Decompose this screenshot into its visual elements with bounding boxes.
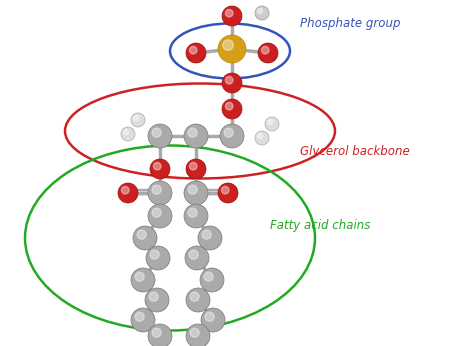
Circle shape	[122, 186, 129, 194]
Circle shape	[225, 102, 233, 110]
Circle shape	[218, 183, 238, 203]
Circle shape	[135, 272, 144, 281]
Circle shape	[202, 230, 211, 239]
Circle shape	[221, 186, 229, 194]
Circle shape	[153, 162, 161, 170]
Circle shape	[189, 162, 197, 170]
Circle shape	[205, 312, 214, 321]
Circle shape	[131, 308, 155, 332]
Circle shape	[220, 124, 244, 148]
Circle shape	[261, 46, 269, 54]
Circle shape	[222, 73, 242, 93]
Circle shape	[184, 204, 208, 228]
Circle shape	[152, 185, 161, 194]
Circle shape	[204, 272, 213, 281]
Circle shape	[190, 328, 199, 337]
Circle shape	[137, 230, 146, 239]
Circle shape	[148, 204, 172, 228]
Circle shape	[148, 181, 172, 205]
Circle shape	[185, 246, 209, 270]
Circle shape	[150, 250, 159, 259]
Circle shape	[152, 208, 161, 217]
Text: Phosphate group: Phosphate group	[300, 18, 400, 30]
Circle shape	[267, 119, 273, 125]
Circle shape	[148, 124, 172, 148]
Circle shape	[145, 288, 169, 312]
Circle shape	[186, 43, 206, 63]
Circle shape	[121, 127, 135, 141]
Circle shape	[131, 113, 145, 127]
Circle shape	[201, 308, 225, 332]
Circle shape	[225, 9, 233, 17]
Circle shape	[218, 35, 246, 63]
Circle shape	[190, 292, 199, 301]
Circle shape	[152, 128, 161, 137]
Circle shape	[189, 46, 197, 54]
Circle shape	[257, 8, 263, 14]
Circle shape	[184, 181, 208, 205]
Circle shape	[255, 6, 269, 20]
Circle shape	[133, 115, 139, 121]
Circle shape	[135, 312, 144, 321]
Circle shape	[131, 268, 155, 292]
Circle shape	[198, 226, 222, 250]
Circle shape	[148, 324, 172, 346]
Circle shape	[186, 324, 210, 346]
Circle shape	[258, 43, 278, 63]
Text: Fatty acid chains: Fatty acid chains	[270, 219, 370, 233]
Circle shape	[188, 208, 197, 217]
Circle shape	[186, 159, 206, 179]
Circle shape	[188, 185, 197, 194]
Circle shape	[223, 40, 234, 51]
Circle shape	[222, 99, 242, 119]
Circle shape	[225, 76, 233, 84]
Circle shape	[123, 129, 129, 135]
Circle shape	[265, 117, 279, 131]
Circle shape	[188, 128, 197, 137]
Text: Glycerol backbone: Glycerol backbone	[300, 145, 410, 157]
Circle shape	[184, 124, 208, 148]
Circle shape	[152, 328, 161, 337]
Circle shape	[133, 226, 157, 250]
Circle shape	[150, 159, 170, 179]
Circle shape	[189, 250, 198, 259]
Circle shape	[118, 183, 138, 203]
Circle shape	[224, 128, 233, 137]
Circle shape	[222, 6, 242, 26]
Circle shape	[146, 246, 170, 270]
Circle shape	[200, 268, 224, 292]
Circle shape	[257, 133, 263, 139]
Circle shape	[149, 292, 158, 301]
Circle shape	[186, 288, 210, 312]
Circle shape	[255, 131, 269, 145]
